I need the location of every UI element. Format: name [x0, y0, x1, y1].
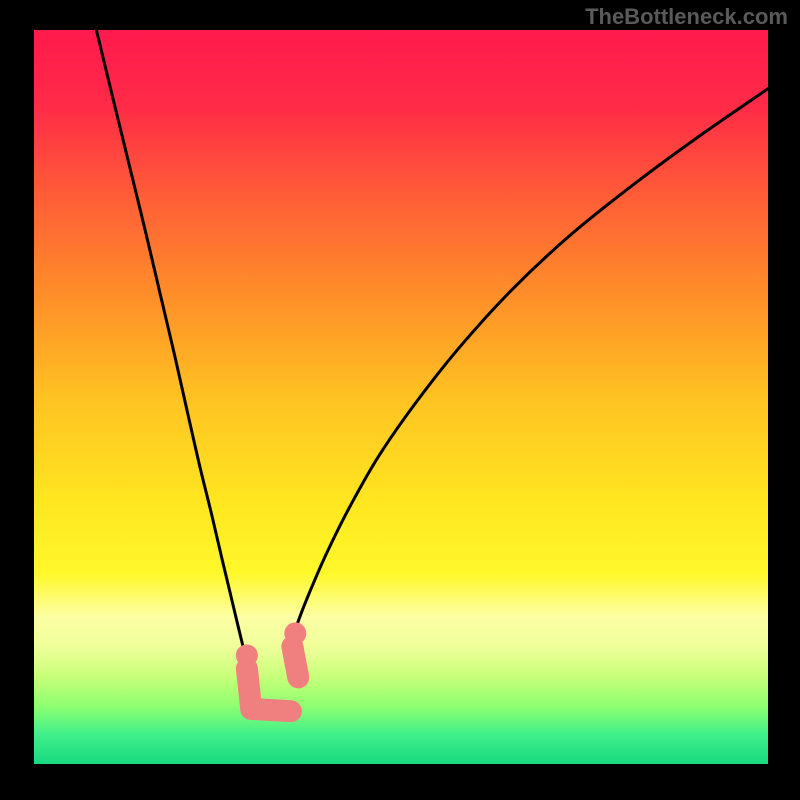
marker-right-1: [292, 647, 298, 678]
plot-area: [34, 30, 768, 764]
watermark-text: TheBottleneck.com: [585, 4, 788, 30]
chart-svg: [34, 30, 768, 764]
curve-right: [292, 89, 768, 640]
curve-left: [96, 30, 244, 650]
marker-left-2: [251, 709, 291, 711]
